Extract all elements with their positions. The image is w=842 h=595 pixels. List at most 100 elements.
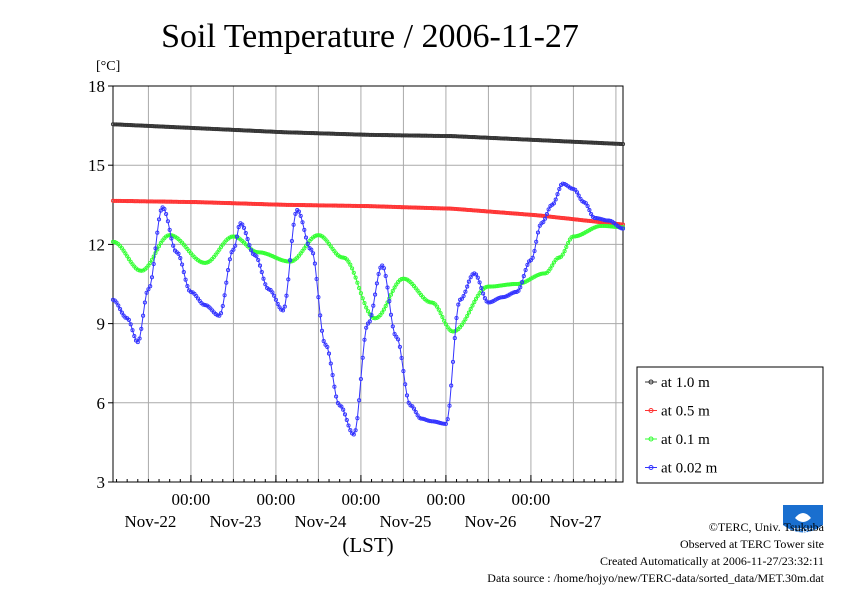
x-time-tick-label: 00:00 (257, 490, 296, 509)
series-1 (110, 198, 626, 227)
data-point (390, 324, 395, 329)
data-point (606, 218, 611, 223)
data-point (475, 293, 480, 298)
data-point (435, 304, 440, 309)
legend-label: at 0.1 m (661, 432, 710, 448)
data-point (532, 248, 537, 254)
data-point (463, 289, 468, 294)
data-point (110, 239, 116, 244)
chart-title: Soil Temperature / 2006-11-27 (161, 18, 579, 55)
data-point (360, 296, 365, 301)
y-tick-label: 9 (97, 315, 106, 334)
data-point (142, 300, 147, 305)
series-2 (110, 223, 626, 334)
x-date-tick-label: Nov-23 (209, 512, 261, 531)
data-point (215, 250, 220, 255)
data-point (450, 329, 456, 334)
legend-label: at 1.0 m (661, 375, 710, 391)
legend-swatch-marker (648, 436, 654, 442)
data-point (148, 260, 153, 265)
data-point (511, 290, 516, 295)
data-point (164, 211, 169, 217)
data-point (135, 340, 140, 345)
data-point (296, 209, 301, 214)
data-point (562, 249, 567, 254)
data-point (472, 300, 477, 305)
data-point (130, 328, 135, 333)
data-point (218, 311, 224, 316)
data-point (312, 261, 317, 266)
credit-source: Data source : /home/hojyo/new/TERC-data/… (487, 571, 824, 585)
data-point (243, 231, 248, 236)
data-point (475, 275, 480, 280)
data-point (348, 428, 353, 433)
data-point (555, 192, 560, 197)
terc-logo-drop-icon (795, 513, 811, 522)
data-point (374, 281, 379, 286)
data-point (180, 262, 185, 267)
data-point (594, 216, 599, 221)
data-point (114, 300, 119, 305)
data-point (348, 262, 353, 267)
data-point (479, 285, 484, 291)
data-point (167, 227, 172, 232)
data-point (305, 241, 310, 246)
data-point (620, 222, 626, 227)
data-point (465, 284, 470, 289)
data-point (390, 288, 395, 293)
data-point (137, 336, 142, 341)
y-tick-label: 6 (97, 394, 106, 413)
data-point (436, 307, 441, 312)
data-point (364, 305, 369, 310)
y-tick-label: 15 (88, 156, 105, 175)
data-point (178, 256, 183, 261)
data-point (551, 260, 556, 265)
data-point (256, 257, 261, 263)
data-point (583, 201, 588, 206)
data-point (316, 295, 321, 300)
data-point (247, 243, 252, 248)
data-point (118, 307, 123, 312)
credit-org: ©TERC, Univ. Tsukuba (708, 520, 824, 534)
data-point (254, 254, 259, 259)
data-point (151, 254, 156, 259)
data-point (339, 404, 344, 409)
data-point (272, 293, 277, 298)
data-point (383, 304, 388, 309)
data-point (270, 290, 275, 295)
data-point (249, 248, 254, 253)
data-point (257, 263, 263, 268)
data-point (373, 292, 378, 297)
data-point (240, 222, 245, 227)
x-date-tick-label: Nov-24 (294, 512, 346, 531)
data-point (314, 276, 319, 282)
data-point (139, 326, 144, 331)
data-point (224, 280, 229, 285)
data-point (543, 271, 548, 276)
data-point (468, 275, 473, 280)
data-point (158, 208, 163, 213)
data-point (383, 273, 388, 279)
data-point (541, 219, 546, 225)
data-point (231, 247, 236, 252)
data-point (275, 301, 280, 306)
data-point (525, 262, 530, 267)
data-point (569, 186, 574, 191)
data-point (555, 256, 560, 261)
data-point (496, 283, 502, 288)
data-point (566, 240, 571, 246)
legend: at 1.0 m at 0.5 m at 0.1 m at 0.02 m (636, 366, 824, 484)
data-point (261, 276, 266, 281)
data-point (358, 291, 363, 296)
data-point (132, 334, 137, 339)
data-point (544, 211, 549, 217)
data-point (355, 280, 360, 285)
series-line (112, 183, 624, 436)
data-point (360, 355, 365, 360)
data-point (406, 400, 411, 405)
data-point (482, 296, 487, 301)
data-point (220, 303, 225, 309)
data-point (518, 285, 523, 290)
data-point (153, 246, 158, 251)
data-point (151, 261, 156, 267)
